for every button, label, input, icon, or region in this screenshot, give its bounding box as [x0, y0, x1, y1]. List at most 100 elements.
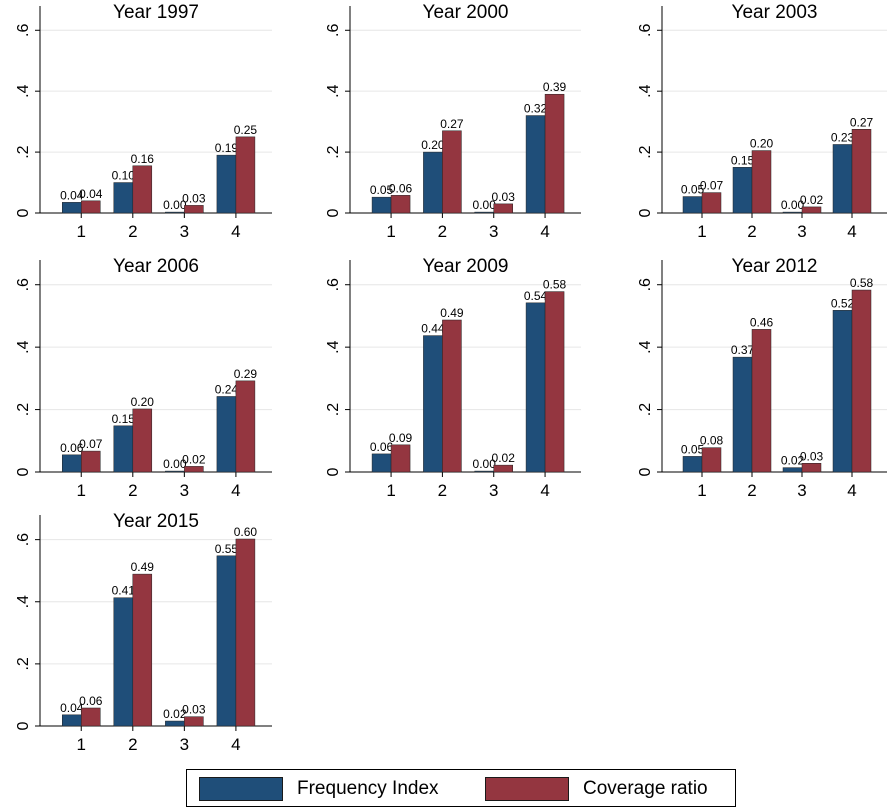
data-label-frequency: 0.44 — [421, 322, 445, 336]
panel-title: Year 2015 — [113, 511, 199, 532]
y-tick-label: 0 — [637, 208, 654, 217]
panel-4: Year 20090.2.4.610.060.0920.440.4930.000… — [325, 256, 581, 500]
y-tick-label: .2 — [637, 145, 654, 158]
panel-title: Year 2012 — [732, 256, 818, 277]
data-label-frequency: 0.05 — [681, 183, 705, 197]
y-tick-label: .6 — [15, 23, 32, 36]
data-label-coverage: 0.39 — [543, 80, 567, 94]
data-label-coverage: 0.25 — [234, 123, 258, 137]
data-label-coverage: 0.29 — [234, 367, 258, 381]
legend: Frequency Index Coverage ratio — [186, 769, 736, 807]
data-label-frequency: 0.00 — [781, 198, 805, 212]
bar-frequency — [474, 211, 494, 214]
bar-coverage — [132, 573, 153, 727]
data-label-coverage: 0.60 — [234, 525, 258, 539]
legend-swatch-frequency — [199, 777, 283, 801]
y-tick-label: .2 — [15, 657, 32, 670]
data-label-coverage: 0.58 — [543, 278, 567, 292]
bar-frequency — [371, 196, 392, 214]
bar-frequency — [216, 396, 237, 473]
bar-coverage — [184, 716, 204, 727]
x-tick-label: 1 — [697, 481, 706, 500]
x-tick-label: 2 — [747, 481, 756, 500]
x-tick-label: 4 — [847, 222, 856, 241]
bar-coverage — [701, 192, 722, 214]
y-tick-label: 0 — [325, 208, 342, 217]
data-label-frequency: 0.15 — [112, 412, 136, 426]
data-label-coverage: 0.58 — [850, 276, 874, 290]
bar-coverage — [493, 203, 513, 214]
y-tick-label: 0 — [325, 467, 342, 476]
bar-coverage — [235, 380, 256, 473]
x-tick-label: 2 — [747, 222, 756, 241]
bar-coverage — [751, 150, 772, 214]
y-tick-label: .6 — [325, 278, 342, 291]
data-label-frequency: 0.04 — [60, 188, 84, 202]
bar-coverage — [235, 136, 256, 214]
bar-frequency — [61, 714, 82, 727]
panel-2: Year 20030.2.4.610.050.0720.150.2030.000… — [637, 2, 887, 241]
bar-frequency — [682, 196, 703, 214]
bar-coverage — [80, 450, 101, 473]
bar-frequency — [782, 211, 803, 214]
data-label-frequency: 0.15 — [731, 153, 755, 167]
y-tick-label: .4 — [325, 84, 342, 97]
panel-1: Year 20000.2.4.610.050.0620.200.2730.000… — [325, 2, 581, 241]
x-tick-label: 4 — [231, 222, 240, 241]
panel-0: Year 19970.2.4.610.040.0420.100.1630.000… — [15, 2, 272, 241]
bar-frequency — [113, 597, 134, 727]
panel-title: Year 2009 — [423, 256, 509, 277]
x-tick-label: 2 — [128, 222, 137, 241]
x-tick-label: 2 — [438, 481, 447, 500]
data-label-coverage: 0.46 — [750, 315, 774, 329]
data-label-frequency: 0.00 — [473, 457, 497, 471]
data-label-coverage: 0.02 — [182, 452, 206, 466]
data-label-coverage: 0.03 — [800, 449, 824, 463]
x-tick-label: 2 — [438, 222, 447, 241]
bar-coverage — [751, 329, 772, 473]
data-label-frequency: 0.55 — [215, 542, 239, 556]
bar-coverage — [851, 289, 872, 473]
bar-frequency — [61, 202, 82, 214]
bar-frequency — [782, 467, 803, 473]
legend-label-coverage: Coverage ratio — [583, 778, 708, 799]
y-tick-label: .4 — [325, 340, 342, 353]
x-tick-label: 4 — [540, 481, 549, 500]
panel-title: Year 2006 — [113, 256, 199, 277]
y-tick-label: .4 — [637, 84, 654, 97]
x-tick-label: 1 — [77, 481, 86, 500]
bar-coverage — [184, 466, 204, 473]
panel-title: Year 2000 — [423, 2, 509, 23]
x-tick-label: 3 — [489, 481, 498, 500]
data-label-coverage: 0.20 — [750, 137, 774, 151]
data-label-frequency: 0.00 — [163, 457, 187, 471]
data-label-coverage: 0.03 — [182, 191, 206, 205]
bar-coverage — [132, 165, 153, 214]
bar-frequency — [165, 720, 185, 727]
data-label-coverage: 0.20 — [131, 395, 155, 409]
bar-frequency — [113, 182, 134, 214]
x-tick-label: 1 — [697, 222, 706, 241]
bar-coverage — [442, 130, 462, 214]
data-label-frequency: 0.10 — [112, 169, 136, 183]
y-tick-label: .2 — [15, 145, 32, 158]
bar-coverage — [801, 463, 822, 473]
data-label-frequency: 0.20 — [421, 138, 445, 152]
data-label-frequency: 0.04 — [60, 701, 84, 715]
y-tick-label: 0 — [15, 721, 32, 730]
bar-frequency — [371, 453, 392, 473]
y-tick-label: .4 — [15, 84, 32, 97]
y-tick-label: .2 — [325, 145, 342, 158]
data-label-frequency: 0.52 — [831, 296, 855, 310]
bar-coverage — [544, 93, 565, 214]
bar-frequency — [832, 144, 853, 214]
data-label-frequency: 0.23 — [831, 130, 855, 144]
bar-coverage — [851, 129, 872, 214]
data-label-coverage: 0.03 — [492, 190, 516, 204]
bar-coverage — [132, 408, 153, 473]
data-label-frequency: 0.00 — [473, 198, 497, 212]
bar-frequency — [423, 151, 443, 214]
data-label-coverage: 0.49 — [440, 306, 464, 320]
y-tick-label: 0 — [637, 467, 654, 476]
data-label-frequency: 0.06 — [370, 440, 394, 454]
